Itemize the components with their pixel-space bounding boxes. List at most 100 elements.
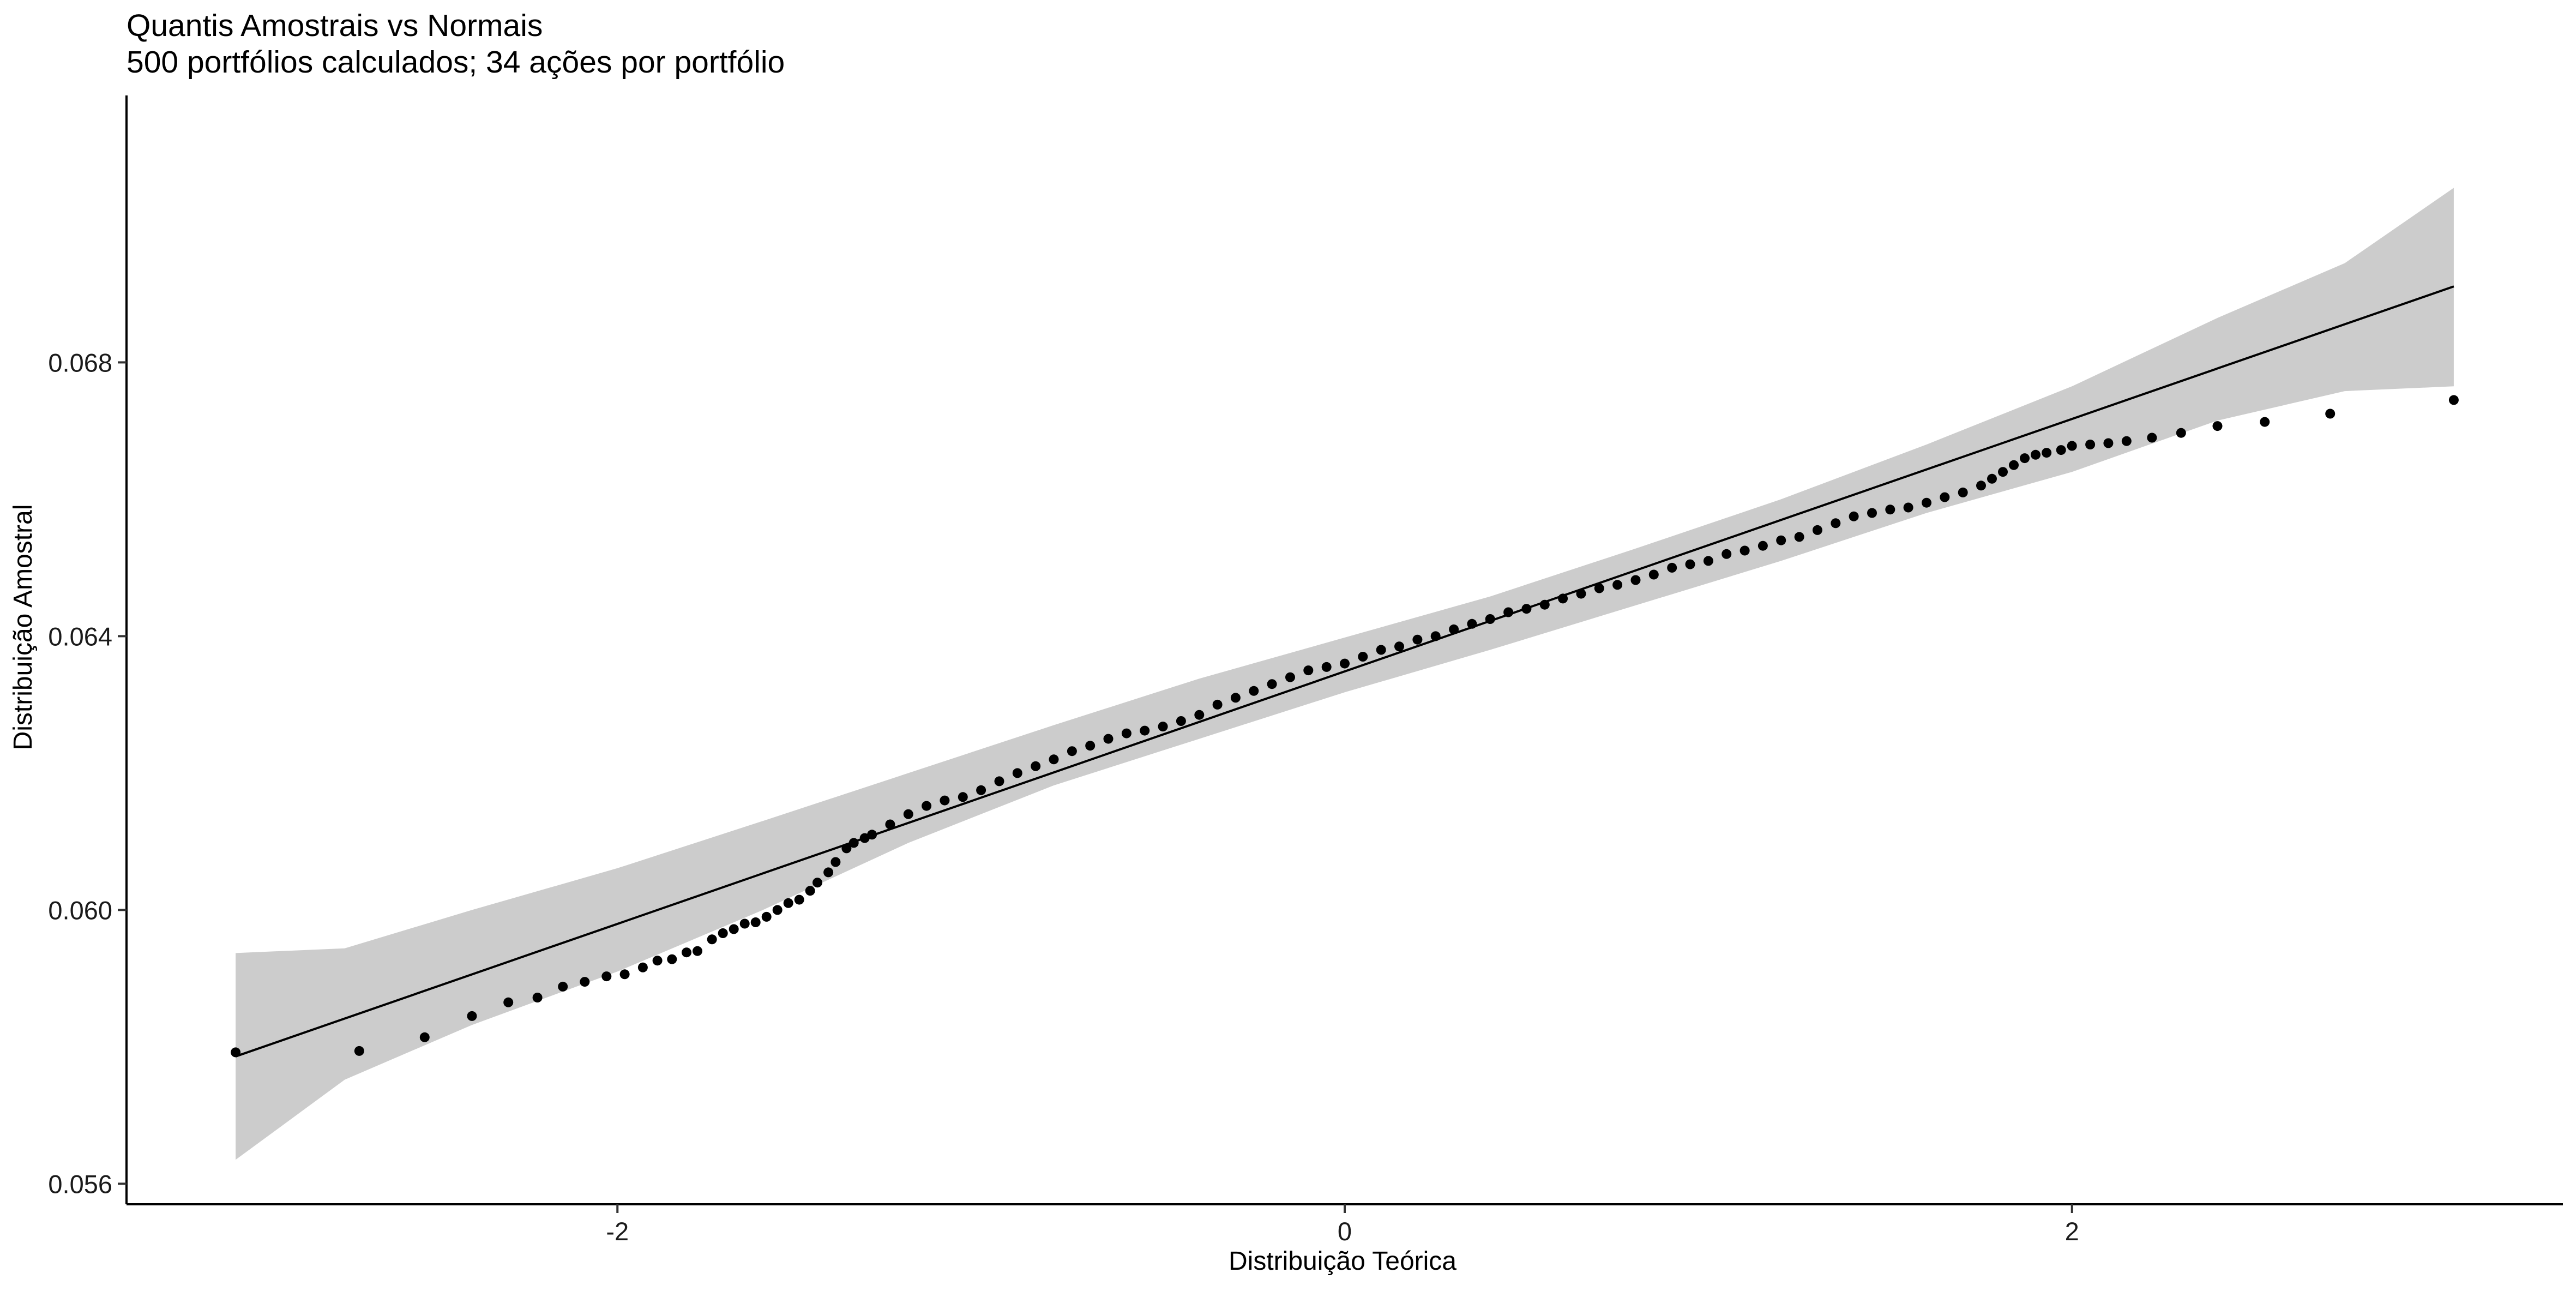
confidence-band-layer bbox=[236, 188, 2454, 1160]
y-tick-label: 0.064 bbox=[48, 622, 112, 651]
reference-line-layer bbox=[235, 285, 2454, 1058]
x-tick-label: 0 bbox=[1338, 1217, 1352, 1246]
data-point bbox=[1794, 532, 1804, 542]
data-point bbox=[830, 857, 841, 867]
data-point bbox=[1303, 665, 1314, 676]
data-point bbox=[1576, 589, 1586, 599]
data-point bbox=[1539, 599, 1550, 610]
data-point bbox=[1394, 641, 1404, 652]
data-point bbox=[1049, 754, 1059, 765]
data-point bbox=[652, 956, 663, 966]
y-tick-label: 0.056 bbox=[48, 1169, 112, 1198]
data-point bbox=[1976, 481, 1986, 491]
data-point bbox=[1812, 525, 1822, 535]
data-point bbox=[682, 947, 691, 958]
y-tick-label: 0.060 bbox=[48, 896, 112, 924]
data-point bbox=[1067, 746, 1077, 756]
data-point bbox=[1012, 768, 1022, 778]
data-point bbox=[823, 867, 834, 878]
data-point bbox=[1158, 722, 1168, 732]
data-point bbox=[1885, 505, 1895, 515]
data-point bbox=[580, 977, 590, 987]
data-point bbox=[707, 934, 717, 945]
data-point bbox=[794, 894, 804, 905]
data-point bbox=[994, 776, 1004, 786]
data-point bbox=[2121, 436, 2132, 446]
data-point bbox=[2260, 417, 2270, 427]
data-point bbox=[1630, 575, 1641, 585]
data-point bbox=[558, 981, 568, 992]
data-point bbox=[419, 1032, 430, 1042]
data-point bbox=[841, 843, 852, 854]
data-point bbox=[848, 838, 859, 848]
x-tick-label: 2 bbox=[2065, 1217, 2079, 1246]
data-point bbox=[1594, 583, 1604, 593]
data-point bbox=[1267, 679, 1277, 689]
chart-title: Quantis Amostrais vs Normais bbox=[127, 8, 543, 43]
data-point bbox=[718, 928, 728, 938]
data-point bbox=[958, 792, 968, 802]
data-point bbox=[1722, 549, 1732, 559]
data-point bbox=[231, 1047, 241, 1058]
data-point bbox=[1740, 545, 1750, 556]
data-point bbox=[1940, 492, 1950, 502]
data-point bbox=[1831, 518, 1841, 529]
data-point bbox=[1140, 725, 1150, 736]
data-point bbox=[2448, 395, 2459, 405]
data-point bbox=[812, 878, 822, 888]
data-point bbox=[2147, 433, 2157, 443]
data-point bbox=[2042, 448, 2052, 458]
data-point bbox=[667, 954, 677, 964]
data-point bbox=[1249, 686, 1259, 696]
data-point bbox=[2056, 445, 2066, 455]
data-point bbox=[1321, 662, 1332, 672]
data-point bbox=[885, 819, 895, 830]
data-point bbox=[2067, 441, 2077, 451]
data-point bbox=[637, 962, 648, 972]
data-point bbox=[940, 795, 950, 806]
data-point bbox=[1467, 619, 1477, 629]
data-point bbox=[1987, 473, 1997, 484]
data-point bbox=[859, 833, 870, 843]
data-point bbox=[2085, 440, 2096, 449]
data-point bbox=[693, 946, 702, 956]
data-point bbox=[976, 785, 986, 795]
data-point bbox=[1958, 487, 1968, 497]
data-point bbox=[867, 830, 877, 840]
data-point bbox=[1485, 614, 1495, 624]
data-point bbox=[750, 917, 761, 927]
x-tick-label: -2 bbox=[606, 1217, 629, 1246]
data-point bbox=[739, 918, 750, 929]
data-point bbox=[1503, 607, 1514, 617]
data-point bbox=[805, 886, 815, 896]
data-point bbox=[1998, 467, 2008, 477]
data-point bbox=[467, 1011, 477, 1021]
data-point bbox=[2103, 438, 2114, 448]
chart-subtitle: 500 portfólios calculados; 34 ações por … bbox=[127, 45, 785, 80]
data-point bbox=[1612, 580, 1623, 590]
data-point bbox=[729, 924, 739, 934]
data-point bbox=[1758, 541, 1768, 551]
data-point bbox=[2212, 421, 2223, 431]
data-point bbox=[1648, 569, 1659, 580]
data-point bbox=[1340, 658, 1350, 669]
confidence-band bbox=[236, 188, 2454, 1160]
data-point bbox=[761, 911, 772, 922]
data-point bbox=[772, 905, 783, 915]
data-point bbox=[1230, 693, 1241, 703]
data-point bbox=[354, 1046, 364, 1056]
reference-line bbox=[235, 285, 2454, 1058]
y-tick-label: 0.068 bbox=[48, 348, 112, 377]
data-point bbox=[1776, 535, 1786, 545]
data-point bbox=[1521, 604, 1532, 614]
data-point bbox=[1449, 624, 1459, 634]
data-point bbox=[922, 801, 932, 811]
axes-layer: -2 0 2 0.056 0.060 0.064 0.068 bbox=[48, 95, 2563, 1246]
data-point bbox=[1085, 741, 1096, 751]
data-point bbox=[1103, 734, 1114, 744]
data-point bbox=[601, 971, 612, 982]
data-point bbox=[2176, 428, 2186, 438]
data-point bbox=[2325, 409, 2336, 419]
data-point bbox=[1121, 728, 1131, 738]
